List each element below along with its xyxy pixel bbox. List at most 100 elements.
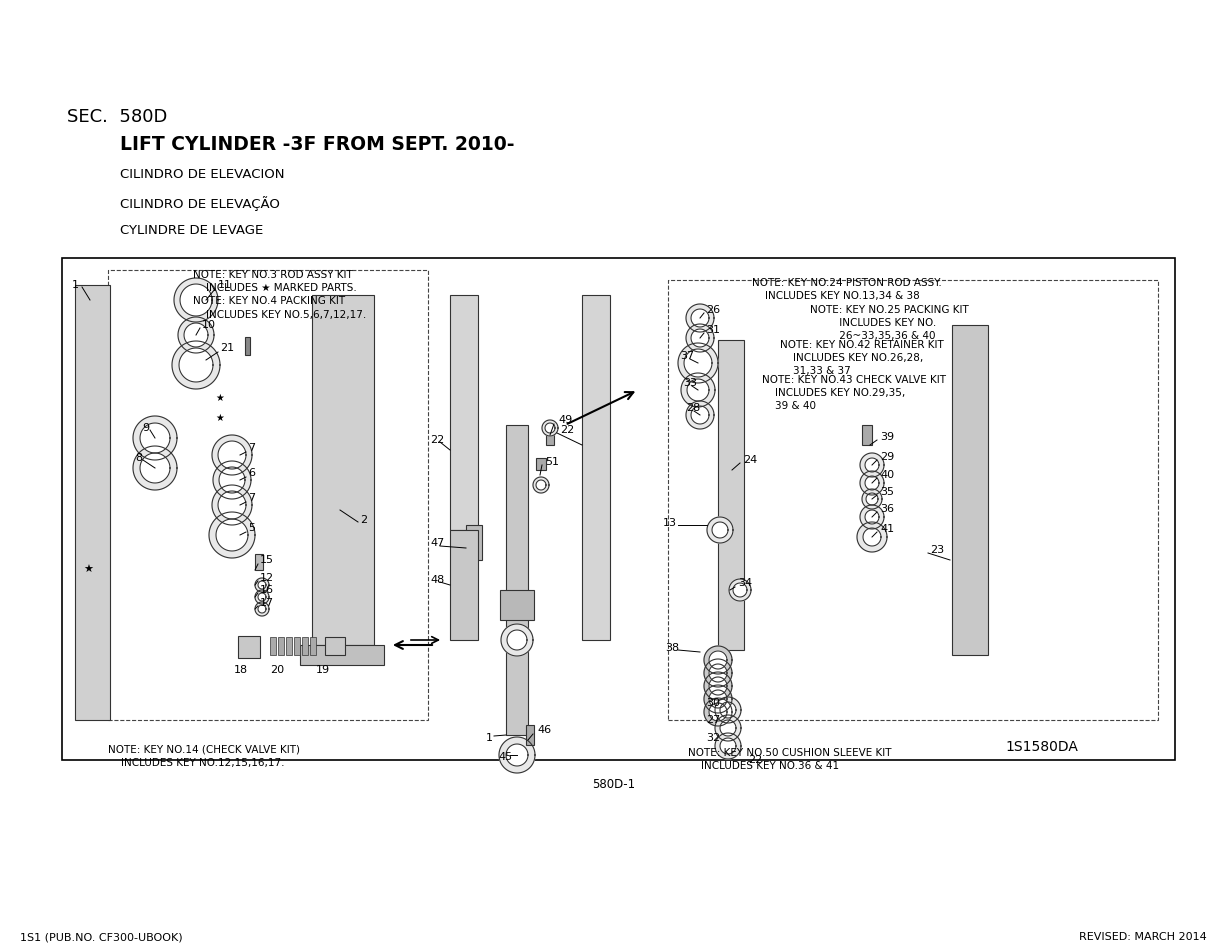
Text: NOTE: KEY NO.25 PACKING KIT
         INCLUDES KEY NO.
         26~33,35,36 & 40: NOTE: KEY NO.25 PACKING KIT INCLUDES KEY… [810,305,969,341]
Text: 39: 39 [880,432,894,442]
Polygon shape [683,349,712,377]
Bar [294,637,299,655]
Polygon shape [712,522,728,538]
Text: 48: 48 [429,575,444,585]
Polygon shape [133,416,177,460]
Polygon shape [174,278,218,322]
Text: NOTE: KEY NO.3 ROD ASSY KIT
    INCLUDES ★ MARKED PARTS.
NOTE: KEY NO.4 PACKING : NOTE: KEY NO.3 ROD ASSY KIT INCLUDES ★ M… [193,270,366,319]
Bar [245,337,250,355]
Text: 11: 11 [218,280,232,290]
Text: 5: 5 [248,523,255,533]
Text: 17: 17 [260,598,274,608]
Text: CILINDRO DE ELEVACION: CILINDRO DE ELEVACION [120,168,285,181]
Text: 35: 35 [880,487,894,497]
Polygon shape [258,593,266,601]
Polygon shape [686,324,714,352]
Polygon shape [691,329,709,347]
Bar [63,258,1175,760]
Polygon shape [499,737,535,773]
Polygon shape [720,720,736,736]
Polygon shape [255,578,269,592]
Text: 31: 31 [706,325,720,335]
Bar [546,425,555,445]
Bar [718,340,744,650]
Polygon shape [140,453,171,483]
Polygon shape [715,733,741,759]
Text: 28: 28 [686,403,701,413]
Bar [325,637,345,655]
Polygon shape [679,343,718,383]
Bar [506,425,528,735]
Polygon shape [255,590,269,604]
Text: 30: 30 [706,698,720,708]
Bar [536,458,546,470]
Text: 16: 16 [260,585,274,595]
Text: 8: 8 [135,453,142,463]
Polygon shape [691,406,709,424]
Text: 6: 6 [248,468,255,478]
Text: 2: 2 [360,515,367,525]
Polygon shape [686,304,714,332]
Bar [302,637,308,655]
Polygon shape [681,373,715,407]
Polygon shape [733,583,747,597]
Polygon shape [709,651,728,669]
Bar [667,280,1158,720]
Polygon shape [212,435,252,475]
Text: 45: 45 [498,752,512,762]
Text: 21: 21 [220,343,234,353]
Polygon shape [704,659,733,687]
Polygon shape [501,624,533,656]
Text: 20: 20 [270,665,285,675]
Bar [108,270,428,720]
Text: SEC.  580D: SEC. 580D [67,108,167,126]
Text: 18: 18 [234,665,248,675]
Text: 23: 23 [930,545,944,555]
Polygon shape [704,646,733,674]
Polygon shape [545,423,555,433]
Text: ★: ★ [216,393,225,403]
Bar [286,637,292,655]
Polygon shape [258,581,266,589]
Polygon shape [218,467,245,493]
Polygon shape [860,453,883,477]
Polygon shape [212,485,252,525]
Bar [255,554,263,570]
Polygon shape [865,510,879,524]
Text: 46: 46 [537,725,551,735]
Text: 24: 24 [744,455,757,465]
Polygon shape [209,512,255,558]
Text: 34: 34 [737,578,752,588]
Text: ★: ★ [216,413,225,423]
Polygon shape [709,677,728,695]
Bar [75,285,110,720]
Text: 580D-1: 580D-1 [593,778,636,791]
Polygon shape [133,446,177,490]
Polygon shape [860,471,883,495]
Bar [279,637,283,655]
Text: 7: 7 [248,493,255,503]
Bar [450,530,479,640]
Bar [450,295,479,530]
Text: 1S1580DA: 1S1580DA [1005,740,1077,754]
Polygon shape [863,489,882,509]
Polygon shape [720,738,736,754]
Polygon shape [258,605,266,613]
Polygon shape [686,401,714,429]
Polygon shape [704,685,733,713]
Polygon shape [715,715,741,741]
Text: REVISED: MARCH 2014: REVISED: MARCH 2014 [1080,932,1207,942]
Polygon shape [172,341,220,389]
Text: 38: 38 [665,643,679,653]
Bar [238,636,260,658]
Text: NOTE: KEY NO.50 CUSHION SLEEVE KIT
    INCLUDES KEY NO.36 & 41: NOTE: KEY NO.50 CUSHION SLEEVE KIT INCLU… [688,748,892,771]
Text: 32: 32 [706,733,720,743]
Text: 29: 29 [880,452,894,462]
Polygon shape [709,690,728,708]
Polygon shape [507,630,528,650]
Polygon shape [506,744,528,766]
Polygon shape [704,698,733,726]
Text: NOTE: KEY NO.24 PISTON ROD ASSY.
    INCLUDES KEY NO.13,34 & 38: NOTE: KEY NO.24 PISTON ROD ASSY. INCLUDE… [752,278,942,301]
Text: ★: ★ [83,565,93,575]
Text: 41: 41 [880,524,894,534]
